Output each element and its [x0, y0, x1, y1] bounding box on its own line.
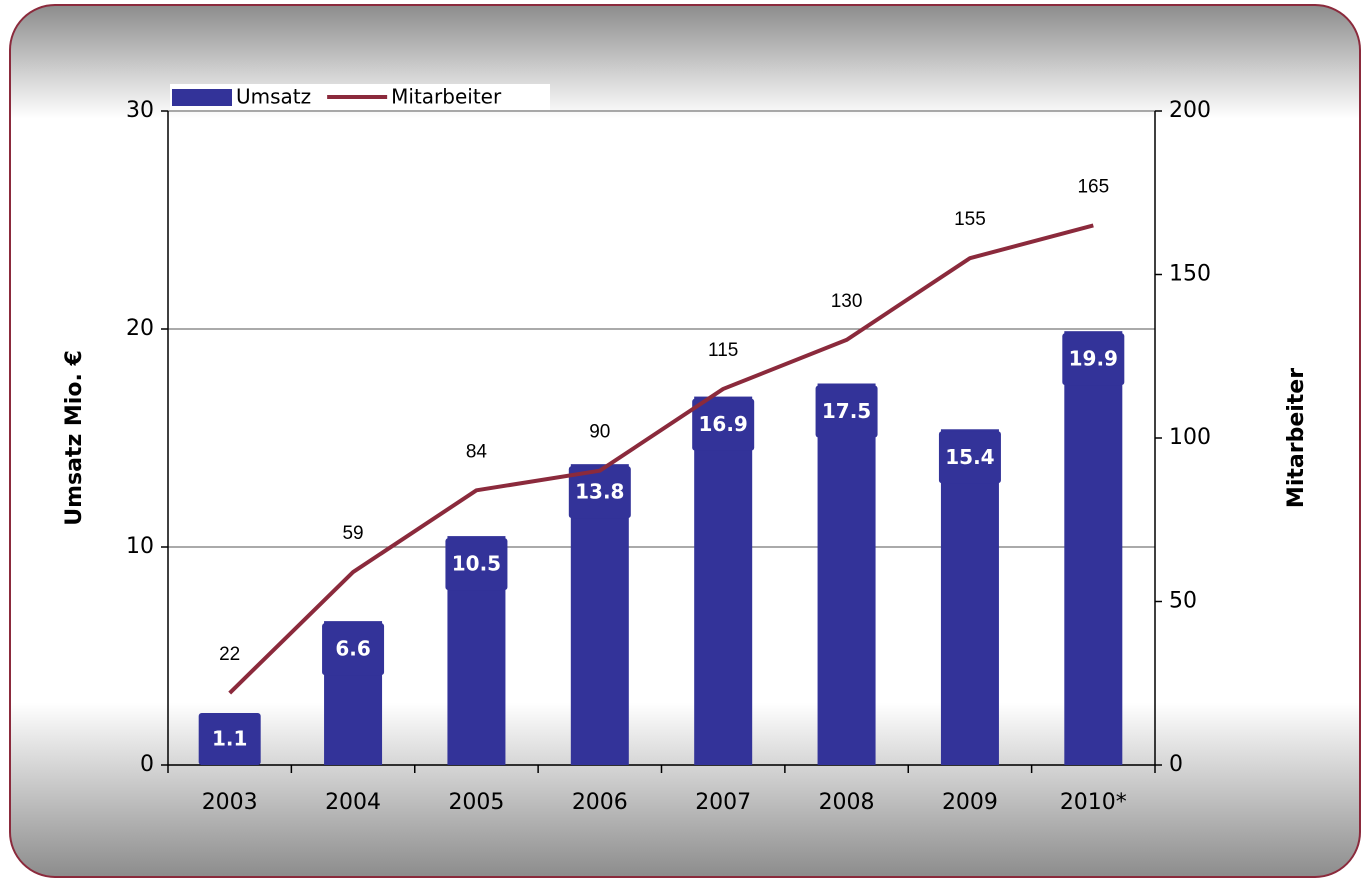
line-label: 165 — [1077, 176, 1109, 197]
x-tick-label: 2003 — [202, 790, 258, 815]
line-label: 115 — [708, 340, 738, 361]
legend-swatch — [172, 89, 232, 106]
y2-tick-label: 150 — [1169, 262, 1211, 287]
line-label: 84 — [466, 441, 488, 462]
bar-label-box — [198, 713, 261, 765]
y2-axis-title: Mitarbeiter — [1284, 368, 1309, 508]
y2-tick-label: 200 — [1169, 98, 1211, 123]
bar-label: 1.1 — [212, 727, 247, 751]
bar-label: 6.6 — [335, 637, 370, 661]
y2-tick-label: 50 — [1169, 589, 1197, 614]
y-tick-label: 20 — [126, 316, 154, 341]
y-axis-title: Umsatz Mio. € — [62, 350, 87, 526]
y2-tick-label: 0 — [1169, 752, 1183, 777]
x-tick-label: 2005 — [448, 790, 504, 815]
bar — [940, 429, 999, 765]
x-tick-label: 2007 — [695, 790, 751, 815]
bar-label: 10.5 — [452, 552, 501, 576]
bar-label-box — [568, 466, 631, 519]
legend-label: Umsatz — [236, 85, 311, 109]
bar — [694, 396, 753, 765]
x-tick-label: 2008 — [819, 790, 875, 815]
bar-label-box — [445, 538, 508, 591]
x-tick-label: 2010* — [1060, 790, 1127, 815]
bar-label-box — [692, 398, 755, 451]
bar-label: 13.8 — [575, 480, 624, 504]
x-tick-label: 2004 — [325, 790, 381, 815]
bar-label-box — [322, 623, 385, 676]
bar — [1064, 331, 1123, 765]
x-tick-label: 2006 — [572, 790, 628, 815]
line-label: 22 — [219, 644, 240, 665]
y-tick-label: 30 — [126, 98, 154, 123]
x-tick-label: 2009 — [942, 790, 998, 815]
legend-label: Mitarbeiter — [391, 85, 502, 109]
bar-label: 16.9 — [699, 412, 748, 436]
line-label: 130 — [831, 291, 863, 312]
bar-label: 17.5 — [822, 399, 871, 423]
line — [228, 223, 1094, 695]
y2-tick-label: 100 — [1169, 425, 1211, 450]
line-label: 155 — [954, 209, 986, 230]
y-tick-label: 10 — [126, 534, 154, 559]
bar-label-box — [938, 431, 1001, 484]
bar — [817, 383, 876, 765]
bar-label-box — [815, 385, 878, 438]
y-tick-label: 0 — [140, 752, 154, 777]
bar-label: 15.4 — [945, 445, 994, 469]
bar-label: 19.9 — [1069, 347, 1118, 371]
line-label: 90 — [589, 422, 610, 443]
bar-label-box — [1062, 333, 1125, 386]
line-label: 59 — [342, 523, 363, 544]
